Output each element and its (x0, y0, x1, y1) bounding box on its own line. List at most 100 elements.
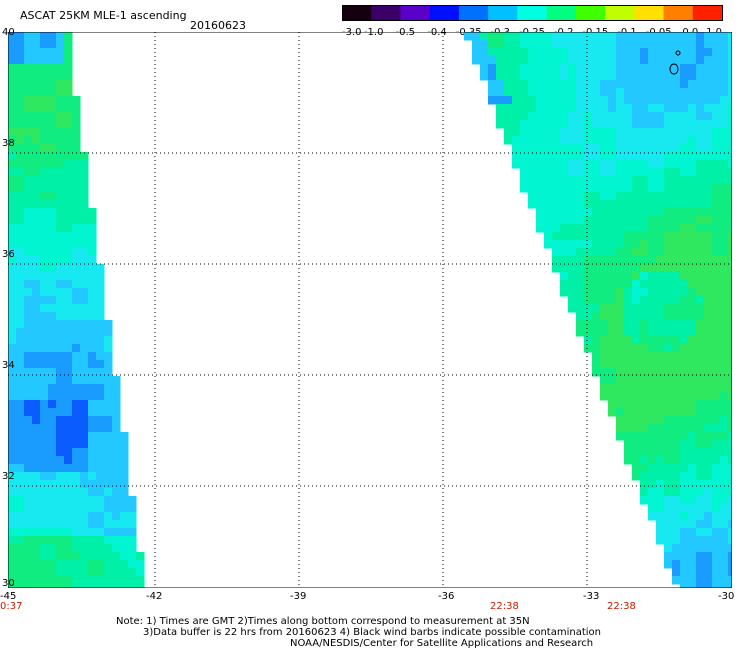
wind-pixel (488, 40, 497, 49)
wind-pixel (32, 464, 41, 473)
wind-pixel (552, 184, 561, 193)
wind-pixel (560, 256, 569, 265)
wind-pixel (48, 32, 57, 41)
wind-map (8, 32, 732, 588)
wind-pixel (704, 256, 713, 265)
wind-pixel (648, 320, 657, 329)
wind-pixel (544, 184, 553, 193)
wind-pixel (48, 464, 57, 473)
wind-pixel (520, 112, 529, 121)
wind-pixel (640, 336, 649, 345)
wind-pixel (64, 448, 73, 457)
wind-pixel (576, 232, 585, 241)
wind-pixel (504, 80, 513, 89)
wind-pixel (640, 424, 649, 433)
wind-pixel (528, 32, 537, 41)
wind-pixel (64, 336, 73, 345)
wind-pixel (704, 384, 713, 393)
wind-pixel (48, 304, 57, 313)
wind-pixel (608, 312, 617, 321)
wind-pixel (56, 160, 65, 169)
wind-pixel (112, 504, 121, 513)
wind-pixel (616, 376, 625, 385)
wind-pixel (80, 384, 89, 393)
wind-pixel (592, 272, 601, 281)
wind-pixel (40, 296, 49, 305)
wind-pixel (728, 304, 732, 313)
wind-pixel (664, 200, 673, 209)
wind-pixel (24, 216, 33, 225)
wind-pixel (112, 432, 121, 441)
wind-pixel (56, 176, 65, 185)
wind-pixel (600, 208, 609, 217)
wind-pixel (568, 232, 577, 241)
wind-pixel (96, 480, 105, 489)
wind-pixel (32, 288, 41, 297)
wind-pixel (584, 288, 593, 297)
wind-pixel (640, 248, 649, 257)
wind-pixel (600, 360, 609, 369)
colorbar-cell (371, 5, 402, 21)
wind-pixel (32, 152, 41, 161)
wind-pixel (48, 456, 57, 465)
wind-pixel (40, 328, 49, 337)
wind-pixel (40, 112, 49, 121)
wind-pixel (80, 256, 89, 265)
wind-pixel (632, 304, 641, 313)
wind-pixel (688, 496, 697, 505)
wind-pixel (32, 168, 41, 177)
wind-pixel (704, 152, 713, 161)
wind-pixel (720, 48, 729, 57)
wind-pixel (720, 360, 729, 369)
wind-pixel (712, 584, 721, 588)
wind-pixel (720, 240, 729, 249)
wind-pixel (56, 576, 65, 585)
wind-pixel (56, 136, 65, 145)
wind-pixel (624, 400, 633, 409)
wind-pixel (648, 192, 657, 201)
lon-label-45: -45 (0, 591, 17, 602)
wind-pixel (80, 328, 89, 337)
wind-pixel (48, 328, 57, 337)
wind-pixel (696, 72, 705, 81)
wind-pixel (96, 392, 105, 401)
wind-pixel (40, 144, 49, 153)
wind-pixel (680, 336, 689, 345)
wind-pixel (712, 184, 721, 193)
wind-pixel (576, 160, 585, 169)
wind-pixel (64, 520, 73, 529)
wind-pixel (688, 256, 697, 265)
wind-pixel (88, 304, 97, 313)
wind-pixel (24, 208, 33, 217)
wind-pixel (88, 544, 97, 553)
wind-pixel (96, 280, 105, 289)
wind-pixel (720, 352, 729, 361)
wind-pixel (56, 520, 65, 529)
wind-pixel (16, 376, 25, 385)
wind-pixel (600, 152, 609, 161)
wind-pixel (616, 72, 625, 81)
wind-pixel (664, 312, 673, 321)
wind-pixel (608, 120, 617, 129)
wind-pixel (672, 512, 681, 521)
wind-pixel (40, 552, 49, 561)
wind-pixel (728, 504, 732, 513)
wind-pixel (648, 32, 657, 41)
wind-pixel (104, 552, 113, 561)
wind-pixel (648, 288, 657, 297)
wind-pixel (32, 56, 41, 65)
wind-pixel (64, 56, 73, 65)
wind-pixel (608, 192, 617, 201)
wind-pixel (688, 344, 697, 353)
wind-pixel (72, 272, 81, 281)
wind-pixel (24, 256, 33, 265)
wind-pixel (688, 168, 697, 177)
wind-pixel (584, 232, 593, 241)
wind-pixel (696, 504, 705, 513)
wind-pixel (72, 312, 81, 321)
wind-pixel (720, 136, 729, 145)
wind-pixel (8, 256, 17, 265)
wind-pixel (664, 360, 673, 369)
wind-pixel (696, 384, 705, 393)
wind-pixel (136, 552, 145, 561)
